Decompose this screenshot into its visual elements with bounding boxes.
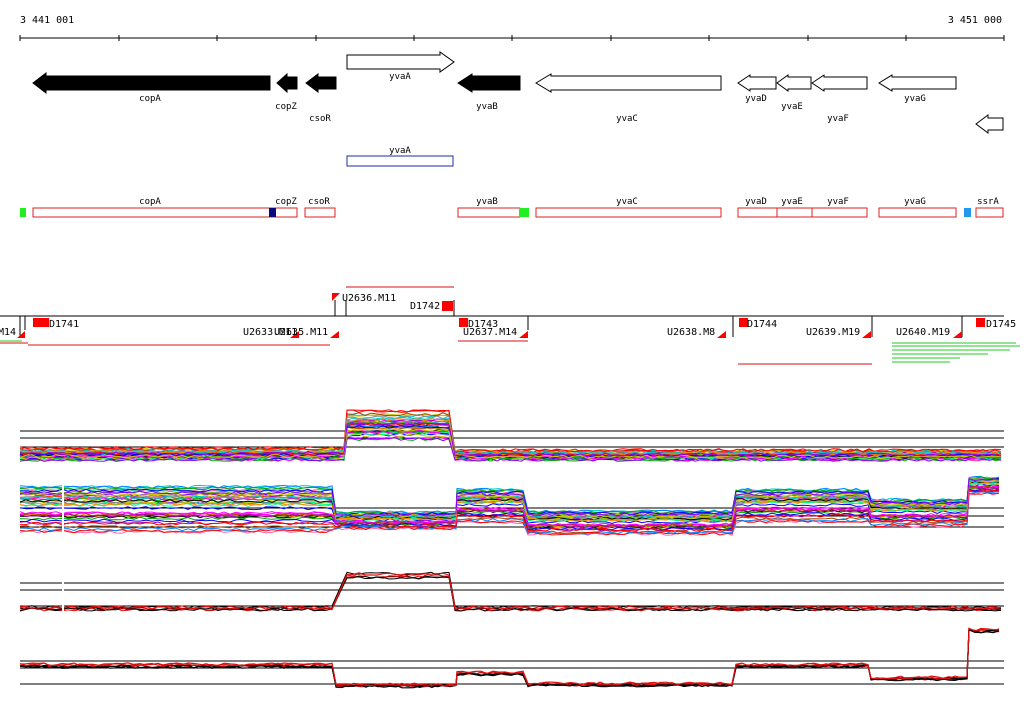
probe-label[interactable]: U2635.M11 bbox=[274, 327, 328, 338]
probe-label[interactable]: M14 bbox=[0, 327, 16, 338]
annot-label-ssrA: ssrA bbox=[977, 197, 999, 207]
gene-track: copA copZ csoR yvaA yvaB yvaC yvaD yvaE bbox=[32, 51, 1004, 134]
probe-label[interactable]: U2636.M11 bbox=[342, 293, 396, 304]
annot-label-copZ: copZ bbox=[275, 197, 297, 207]
gene-yvaE[interactable]: yvaE bbox=[776, 74, 812, 112]
gene-csoR[interactable]: csoR bbox=[305, 73, 337, 124]
green-marker-icon bbox=[20, 208, 26, 217]
probe-label[interactable]: U2637.M14 bbox=[463, 327, 517, 338]
green-marker-icon bbox=[519, 208, 529, 217]
start-coordinate: 3 441 001 bbox=[20, 15, 74, 26]
gene-label: yvaF bbox=[827, 114, 849, 124]
probe-track: M14 D1741 U2633.M11 U2635.M11 U2636.M11 … bbox=[0, 286, 1020, 365]
annot-label-copA: copA bbox=[139, 197, 161, 207]
probe-label[interactable]: U2638.M8 bbox=[667, 327, 715, 338]
gene-yvaD[interactable]: yvaD bbox=[737, 74, 777, 104]
probe-label[interactable]: U2633.M11 bbox=[243, 327, 297, 338]
feature-label: yvaA bbox=[389, 146, 411, 156]
blue-marker-icon bbox=[964, 208, 971, 217]
gene-label: csoR bbox=[309, 114, 331, 124]
annot-label-csoR: csoR bbox=[308, 197, 330, 207]
annot-label-yvaD: yvaD bbox=[745, 197, 767, 207]
gene-copZ[interactable]: copZ bbox=[275, 72, 298, 112]
annot-label-yvaE: yvaE bbox=[781, 197, 803, 207]
probe-label[interactable]: D1741 bbox=[49, 319, 79, 330]
gene-label: yvaA bbox=[389, 72, 411, 82]
gene-label: yvaC bbox=[616, 114, 638, 124]
gene-yvaC[interactable]: yvaC bbox=[535, 73, 722, 124]
probe-label[interactable]: D1743 bbox=[468, 319, 498, 330]
gene-copA[interactable]: copA bbox=[32, 71, 271, 104]
probe-label[interactable]: U2639.M19 bbox=[806, 327, 860, 338]
gene-yvaB[interactable]: yvaB bbox=[457, 73, 521, 112]
gene-label: yvaE bbox=[781, 102, 803, 112]
annot-label-yvaG: yvaG bbox=[904, 197, 926, 207]
coordinate-ruler: 3 441 001 3 451 000 bbox=[19, 15, 1005, 41]
gene-yvaA[interactable]: yvaA bbox=[346, 51, 455, 82]
gene-label: yvaD bbox=[745, 94, 767, 104]
end-coordinate: 3 451 000 bbox=[948, 15, 1002, 26]
gene-yvaG[interactable]: yvaG bbox=[878, 74, 957, 104]
gene-label: yvaG bbox=[904, 94, 926, 104]
probe-label[interactable]: D1744 bbox=[747, 319, 777, 330]
expression-panels bbox=[19, 409, 1004, 689]
navy-marker-icon bbox=[269, 208, 276, 217]
annot-label-yvaF: yvaF bbox=[827, 197, 849, 207]
gene-ssrA-arrow[interactable] bbox=[975, 114, 1004, 134]
probe-label[interactable]: U2640.M19 bbox=[896, 327, 950, 338]
gene-yvaF[interactable]: yvaF bbox=[811, 74, 868, 124]
gene-label: copZ bbox=[275, 102, 297, 112]
gene-label: copA bbox=[139, 94, 161, 104]
probe-label[interactable]: D1742 bbox=[410, 301, 440, 312]
annot-label-yvaC: yvaC bbox=[616, 197, 638, 207]
yvaA-feature-box[interactable]: yvaA bbox=[346, 146, 454, 167]
annot-label-yvaB: yvaB bbox=[476, 197, 498, 207]
gene-label: yvaB bbox=[476, 102, 498, 112]
probe-label[interactable]: D1745 bbox=[986, 319, 1016, 330]
annotation-track: copA copZ csoR yvaB yvaC yvaD yvaE yvaF … bbox=[20, 197, 1004, 218]
